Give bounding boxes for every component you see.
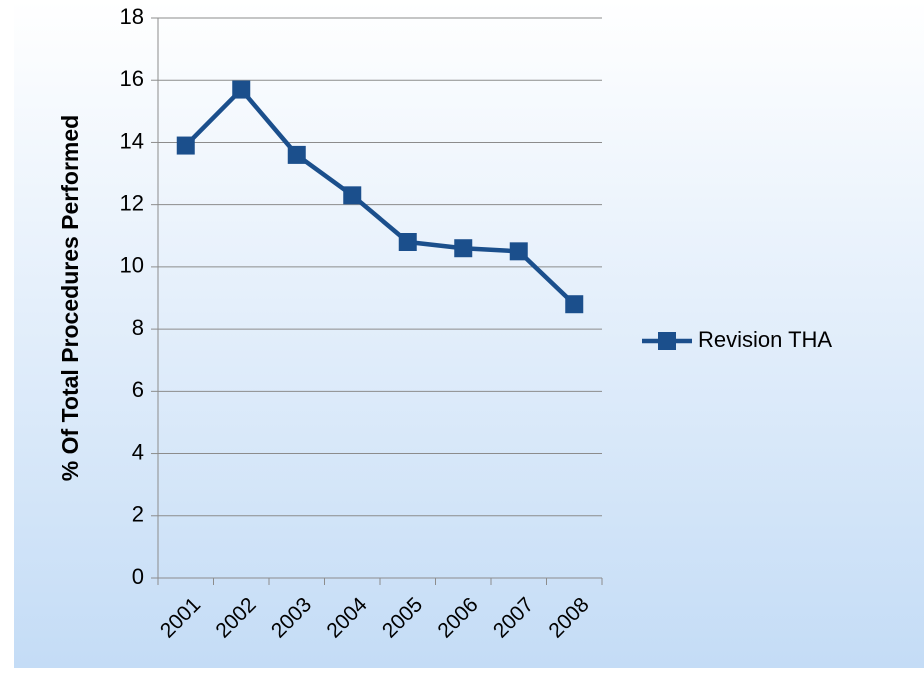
- y-tick-label: 4: [132, 439, 144, 464]
- data-marker: [398, 233, 417, 251]
- data-marker: [509, 242, 528, 261]
- legend-label: Revision THA: [698, 327, 832, 352]
- data-marker: [232, 80, 251, 99]
- chart-background: [14, 0, 924, 668]
- series-line: [184, 87, 576, 306]
- y-tick-label: 12: [120, 190, 144, 215]
- data-marker: [176, 136, 195, 155]
- data-marker: [343, 186, 362, 205]
- y-tick-label: 0: [132, 564, 144, 589]
- data-marker: [454, 239, 473, 258]
- y-tick-label: 16: [120, 66, 144, 91]
- data-marker: [565, 295, 584, 314]
- y-tick-label: 8: [132, 315, 144, 340]
- y-tick-label: 18: [120, 4, 144, 29]
- y-tick-label: 10: [120, 253, 144, 278]
- y-tick-label: 14: [120, 128, 144, 153]
- y-tick-label: 6: [132, 377, 144, 402]
- legend-marker: [658, 332, 676, 350]
- y-axis-title: % Of Total Procedures Performed: [57, 115, 83, 481]
- y-tick-label: 2: [132, 502, 144, 527]
- data-marker: [287, 145, 306, 164]
